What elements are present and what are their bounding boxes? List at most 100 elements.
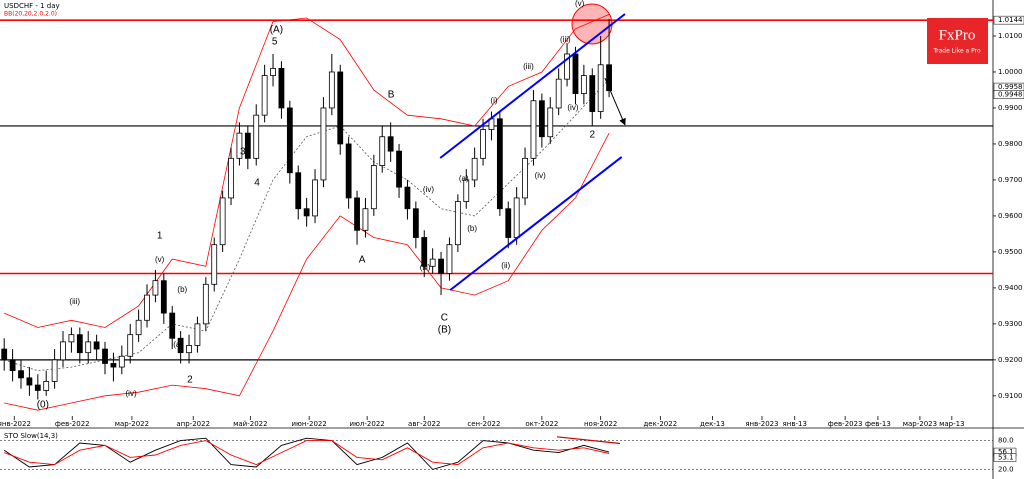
candle-body: [144, 294, 150, 321]
candle-body: [228, 157, 234, 199]
candle-body: [236, 132, 243, 159]
candle-body: [379, 136, 386, 166]
candle-body: [43, 381, 50, 391]
wave-label: A: [359, 254, 366, 265]
candle-body: [572, 53, 579, 94]
candle-body: [270, 67, 276, 76]
wave-label: (a): [459, 174, 469, 183]
y-tick-label: 0.9500: [998, 248, 1023, 256]
wave-label: 1: [157, 231, 163, 242]
candle-body: [60, 341, 66, 361]
bollinger-upper: [4, 14, 610, 328]
highlight-circle: [571, 3, 613, 45]
x-tick-label: апр-2022: [176, 420, 210, 428]
candle-body: [606, 64, 612, 92]
candle-body: [85, 341, 92, 354]
x-tick-label: дек-13: [700, 420, 725, 428]
candle-body: [370, 165, 377, 210]
x-tick-label: фев-2022: [55, 420, 90, 428]
candle-body: [219, 197, 226, 246]
candle-body: [387, 136, 394, 152]
candle-body: [26, 377, 33, 386]
stoch-tick-label: 20.0: [998, 465, 1014, 473]
stoch-value-box: [993, 453, 1017, 462]
candle-body: [160, 280, 167, 314]
y-tick-label: 0.9900: [998, 104, 1023, 112]
price-label: 0.9948: [998, 91, 1023, 99]
candle-body: [513, 197, 520, 238]
candle-body: [211, 244, 218, 285]
candle-body: [244, 132, 251, 159]
wave-label: C: [441, 312, 448, 323]
wave-label: (iii): [69, 297, 80, 306]
bollinger-middle: [4, 78, 610, 372]
candle-body: [177, 337, 184, 354]
trend-line: [604, 77, 626, 126]
wave-label: (v): [575, 0, 585, 8]
candle-body: [127, 334, 134, 357]
stoch-line: [4, 440, 610, 466]
candle-body: [580, 75, 587, 94]
x-tick-label: авг-2022: [408, 420, 440, 428]
y-tick-label: 0.9100: [998, 392, 1023, 400]
candle-body: [18, 370, 24, 379]
y-tick-label: 0.9700: [998, 176, 1023, 184]
candle-body: [320, 107, 327, 181]
wave-label: (iii): [560, 35, 571, 44]
candle-body: [345, 143, 352, 199]
candle-body: [51, 359, 58, 382]
candle-body: [328, 71, 335, 109]
candle-body: [152, 280, 159, 296]
wave-label: 3: [240, 147, 246, 158]
candle-body: [186, 345, 192, 354]
bollinger-lower: [4, 132, 610, 411]
candle-body: [463, 179, 470, 202]
wave-label: (iv): [535, 171, 546, 180]
candle-body: [429, 258, 436, 267]
logo: FxPro: [939, 27, 976, 43]
x-tick-label: дек-2022: [643, 420, 677, 428]
candle-body: [454, 201, 461, 246]
stoch-tick-label: 80.0: [998, 437, 1014, 445]
wave-label: (iv): [126, 389, 137, 398]
stoch-value-label: 53.1: [998, 454, 1014, 462]
logo-box: [927, 18, 988, 64]
candle-body: [555, 78, 562, 109]
price-label: 0.9958: [998, 83, 1023, 91]
candle-body: [396, 150, 402, 188]
candle-body: [471, 157, 478, 181]
stoch-value-label: 56.1: [998, 448, 1014, 456]
wave-label: 5: [272, 37, 278, 48]
candle-body: [286, 107, 293, 174]
logo-tagline: Trade Like a Pro: [932, 48, 981, 55]
y-tick-label: 0.9300: [998, 320, 1023, 328]
wave-label: (A): [270, 25, 283, 36]
candle-body: [337, 71, 344, 145]
wave-label: (iv): [423, 185, 434, 194]
candle-body: [135, 319, 142, 336]
candle-body: [169, 312, 176, 339]
wave-label: (i): [490, 96, 497, 105]
wave-label: (v): [155, 255, 165, 264]
candle-body: [522, 157, 528, 199]
candle-body: [68, 334, 75, 343]
candle-body: [589, 75, 596, 112]
candle-body: [480, 129, 486, 159]
candle-body: [362, 208, 369, 231]
x-tick-label: окт-2022: [525, 420, 558, 428]
y-tick-label: 0.9800: [998, 140, 1023, 148]
trend-line: [439, 13, 626, 159]
candle-body: [354, 197, 360, 231]
x-tick-label: июн-2022: [291, 420, 326, 428]
indicator-label: BB(20,20,2.0,2.0): [4, 11, 57, 18]
x-tick-label: июл-2022: [349, 420, 384, 428]
candle-body: [102, 348, 108, 364]
x-tick-label: янв-13: [783, 420, 807, 428]
trend-line: [449, 156, 623, 291]
x-tick-label: фев-13: [865, 420, 891, 428]
candle-body: [547, 107, 554, 138]
wave-label: 4: [254, 177, 260, 188]
wave-label: (B): [438, 325, 451, 336]
candle-body: [202, 283, 209, 325]
candle-body: [34, 384, 41, 391]
